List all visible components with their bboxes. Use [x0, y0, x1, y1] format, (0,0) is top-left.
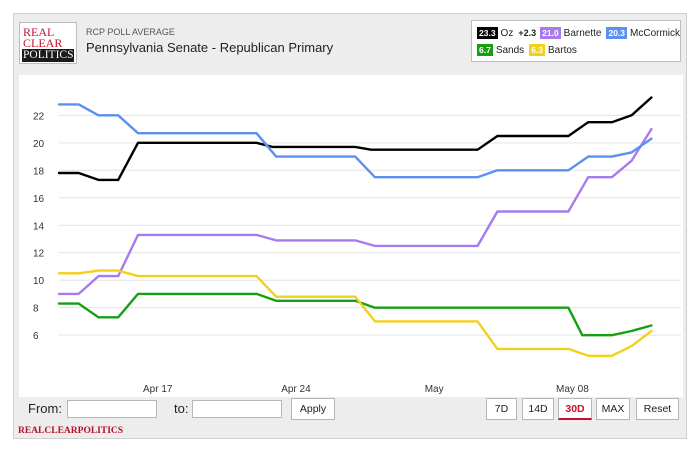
logo-line-3: POLITICS [22, 49, 74, 62]
range-30d-button[interactable]: 30D [558, 398, 592, 420]
chart-container: REAL CLEAR POLITICS RCP POLL AVERAGE Pen… [13, 13, 687, 439]
reset-button[interactable]: Reset [636, 398, 679, 420]
series-line-mccormick [57, 103, 653, 179]
logo-line-1: REAL [23, 25, 55, 39]
range-7d-button[interactable]: 7D [486, 398, 517, 420]
legend-value-oz: 23.3 [477, 27, 498, 39]
series-line-oz [57, 96, 653, 182]
from-label: From: [28, 401, 62, 416]
x-tick-label: Apr 17 [143, 384, 173, 395]
logo-line-2: CLEAR [23, 36, 63, 50]
legend-name-barnette: Barnette [563, 27, 602, 39]
y-tick-label: 14 [33, 221, 45, 232]
y-tick-label: 10 [33, 276, 45, 287]
legend-value-sands: 6.7 [477, 44, 493, 56]
legend-name-sands: Sands [495, 44, 525, 56]
chart-controls: From: to: Apply 7D 14D 30D MAX Reset [19, 398, 683, 422]
y-tick-label: 8 [33, 304, 39, 315]
from-date-input[interactable] [67, 400, 157, 418]
y-tick-label: 20 [33, 139, 45, 150]
legend-value-bartos: 6.3 [529, 44, 546, 56]
apply-button[interactable]: Apply [291, 398, 335, 420]
legend-row-2: 6.7 Sands 6.3 Bartos [477, 43, 582, 57]
legend-value-barnette: 21.0 [540, 27, 561, 39]
x-tick-label: Apr 24 [281, 384, 311, 395]
series-line-bartos [57, 269, 653, 357]
legend-name-bartos: Bartos [548, 44, 577, 56]
range-max-button[interactable]: MAX [596, 398, 630, 420]
chart-header: REAL CLEAR POLITICS RCP POLL AVERAGE Pen… [14, 14, 686, 69]
legend-spread: +2.3 [518, 28, 537, 38]
legend-name-oz: Oz [500, 27, 514, 39]
footer-brand: REALCLEARPOLITICS [18, 426, 124, 436]
to-date-input[interactable] [192, 400, 282, 418]
plot-area[interactable]: 6 8 10 12 14 16 18 20 22 Apr 17 Apr 24 May May 08 [19, 75, 683, 397]
chart-kicker: RCP POLL AVERAGE [86, 27, 175, 37]
to-label: to: [174, 401, 189, 416]
y-tick-label: 22 [33, 111, 45, 122]
legend-value-mccormick: 20.3 [606, 27, 628, 39]
y-tick-label: 16 [33, 194, 45, 205]
series-line-barnette [57, 127, 653, 296]
series-line-sands [57, 292, 653, 337]
range-14d-button[interactable]: 14D [522, 398, 554, 420]
rcp-logo: REAL CLEAR POLITICS [19, 22, 77, 64]
chart-title: Pennsylvania Senate - Republican Primary [86, 40, 334, 55]
y-tick-label: 12 [33, 249, 45, 260]
legend-name-mccormick: McCormick [630, 27, 681, 39]
line-chart: 6 8 10 12 14 16 18 20 22 Apr 17 Apr 24 May May 08 [33, 96, 681, 395]
y-tick-label: 6 [33, 331, 39, 342]
x-tick-label: May [425, 384, 444, 395]
x-tick-label: May 08 [556, 384, 589, 395]
legend: 23.3 Oz +2.3 21.0 Barnette 20.3 McCormic… [471, 20, 681, 62]
legend-row-1: 23.3 Oz +2.3 21.0 Barnette 20.3 McCormic… [477, 26, 685, 40]
y-tick-label: 18 [33, 166, 45, 177]
